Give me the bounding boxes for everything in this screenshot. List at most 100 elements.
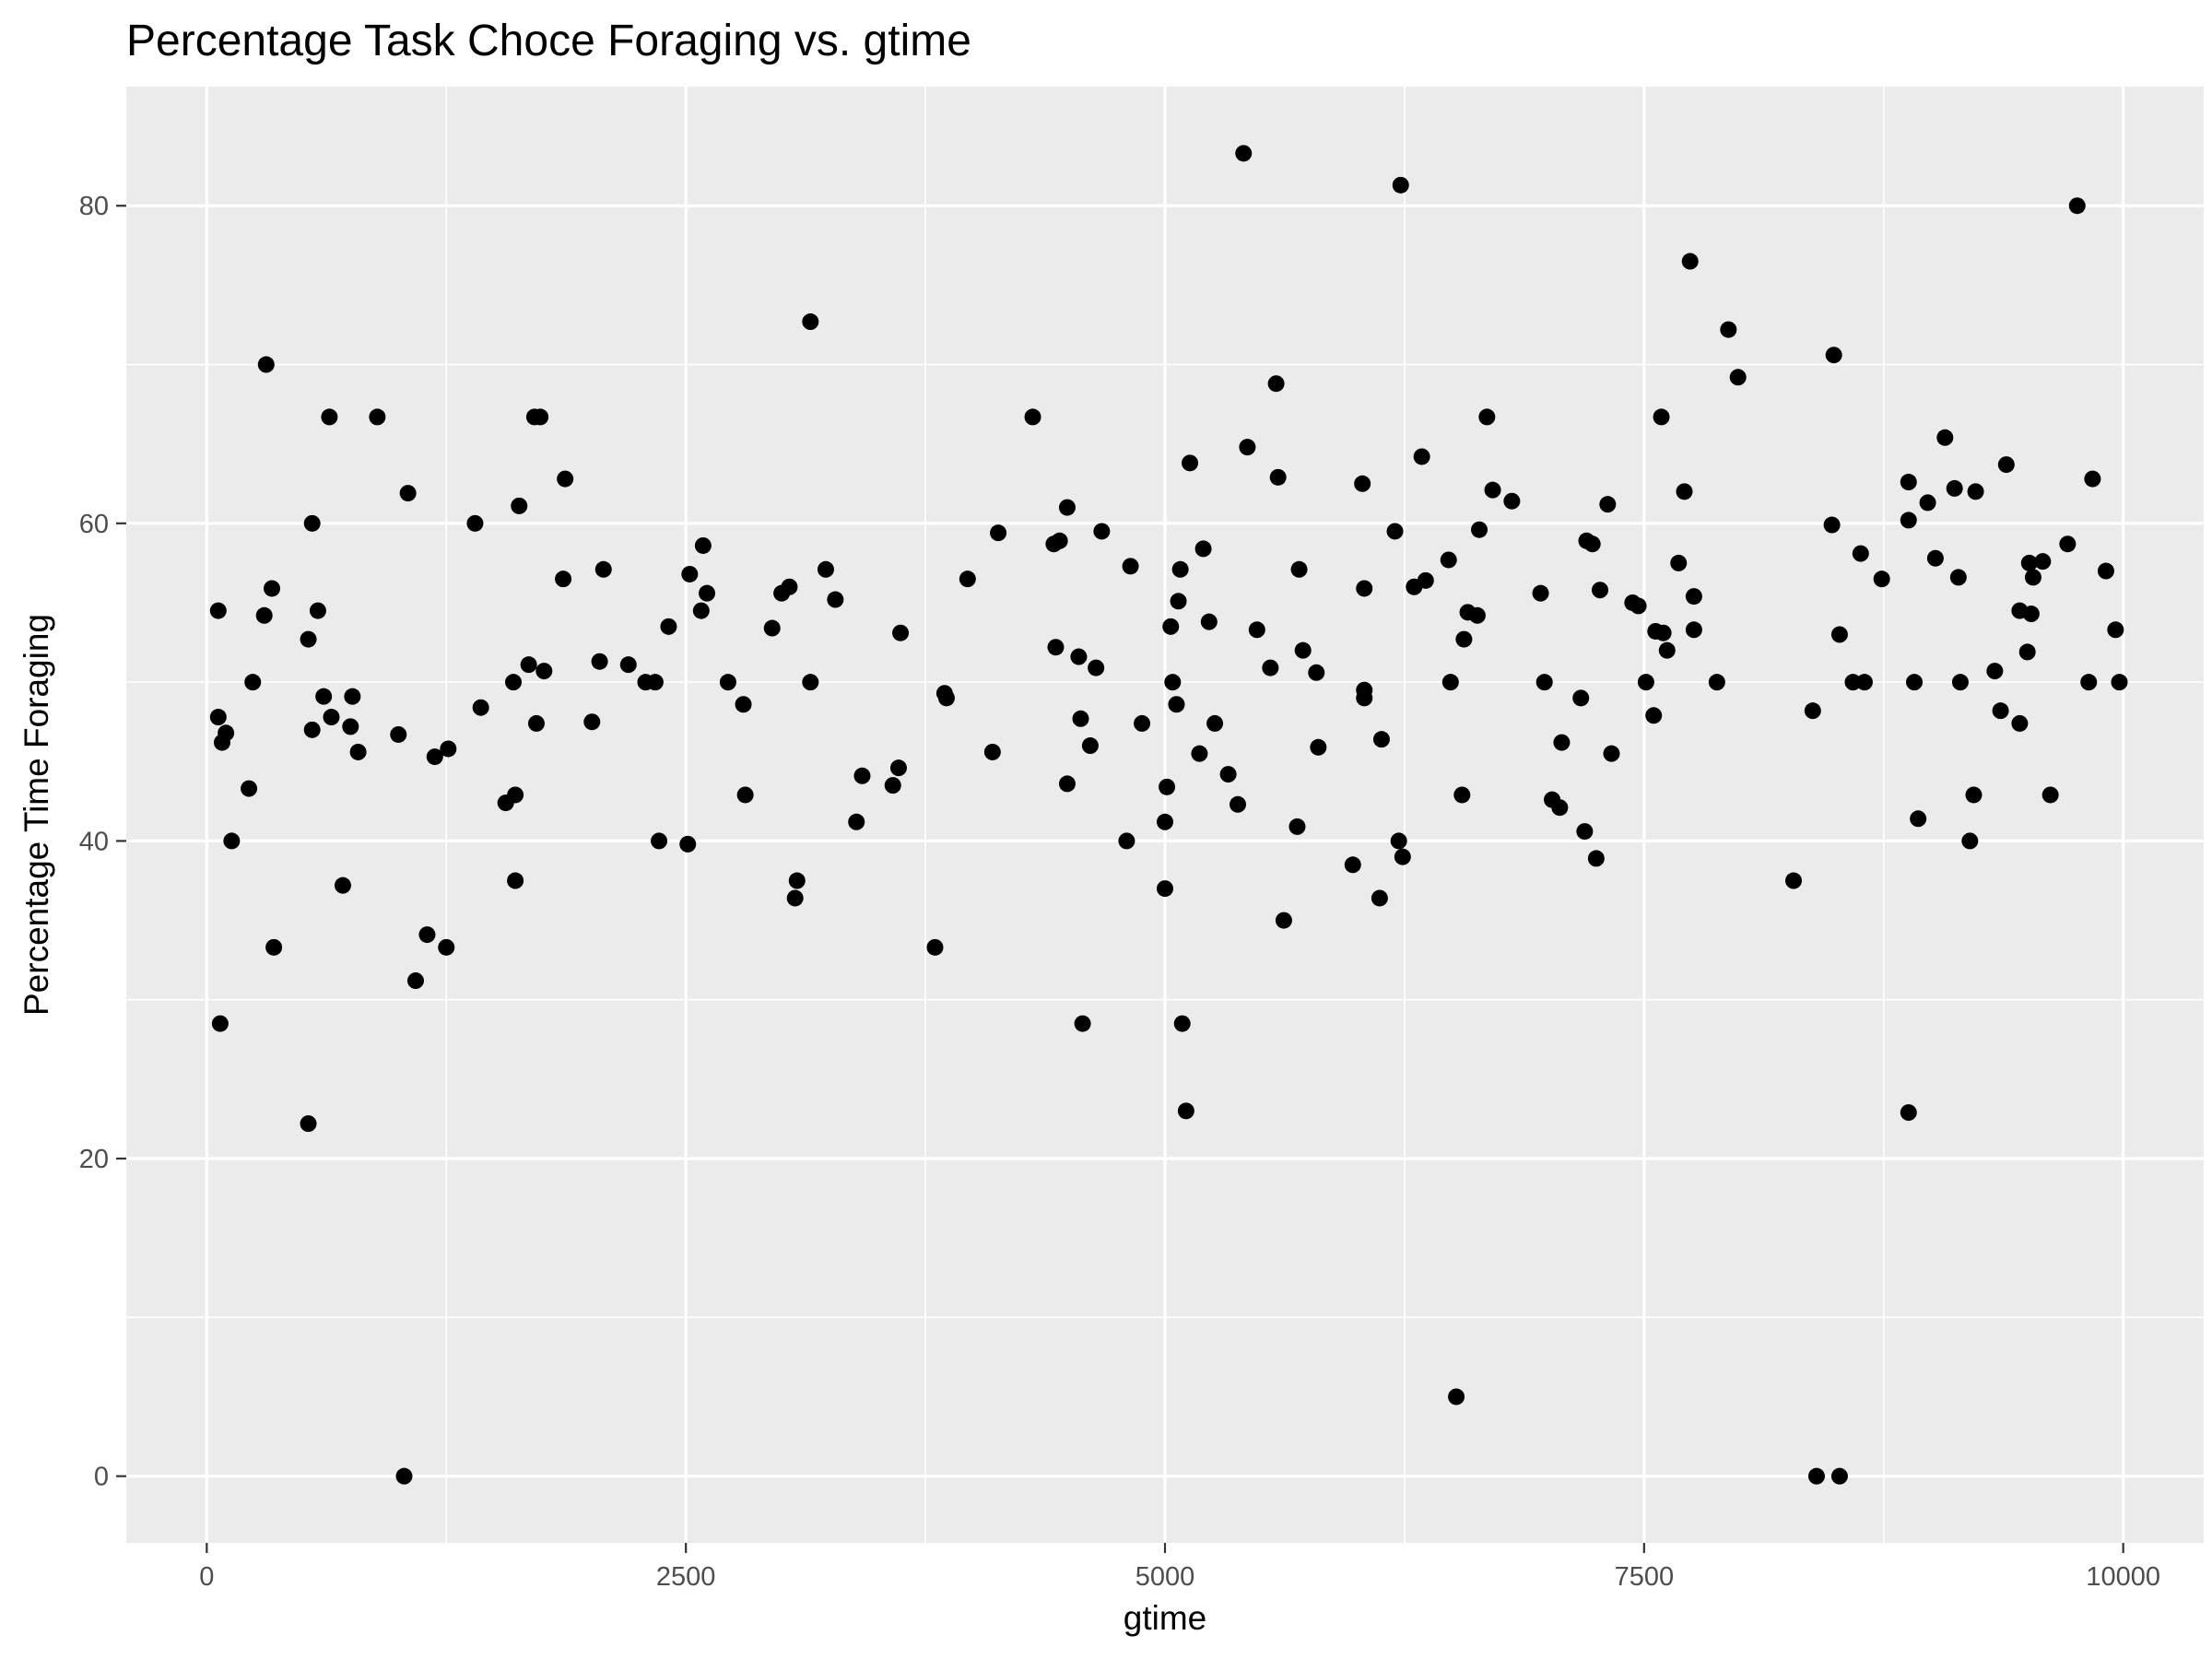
y-axis: 0 20 40 60 80 bbox=[79, 192, 126, 1492]
data-point bbox=[1992, 702, 2009, 720]
data-point bbox=[786, 889, 804, 907]
data-point bbox=[303, 514, 321, 532]
x-axis: 0 2500 5000 7500 10000 bbox=[199, 1543, 2160, 1592]
data-point bbox=[1372, 731, 1390, 748]
data-point bbox=[1685, 588, 1702, 606]
data-point bbox=[2068, 197, 2086, 215]
data-point bbox=[1157, 813, 1173, 830]
data-point bbox=[1072, 710, 1089, 727]
data-point bbox=[1967, 483, 1984, 500]
data-point bbox=[1074, 1015, 1091, 1032]
y-tick-label: 40 bbox=[79, 827, 109, 856]
data-point bbox=[1344, 856, 1361, 874]
y-tick-label: 20 bbox=[79, 1145, 109, 1174]
data-point bbox=[926, 938, 944, 956]
data-point bbox=[1900, 512, 1917, 529]
data-point bbox=[853, 767, 871, 784]
data-point bbox=[334, 877, 351, 894]
data-point bbox=[1070, 648, 1088, 665]
data-point bbox=[1804, 702, 1821, 720]
data-point bbox=[1708, 674, 1725, 691]
data-point bbox=[535, 663, 553, 680]
data-point bbox=[1535, 674, 1553, 691]
data-point bbox=[646, 674, 664, 691]
data-point bbox=[1900, 1104, 1917, 1122]
data-point bbox=[344, 688, 361, 705]
x-tick-label: 7500 bbox=[1615, 1562, 1675, 1592]
data-point bbox=[1844, 674, 1862, 691]
data-point bbox=[406, 972, 424, 990]
data-point bbox=[699, 584, 716, 602]
data-point bbox=[1855, 674, 1873, 691]
data-point bbox=[1729, 369, 1747, 386]
data-point bbox=[1088, 659, 1105, 677]
data-point bbox=[1583, 535, 1601, 553]
data-point bbox=[1371, 889, 1388, 907]
data-point bbox=[1592, 582, 1609, 599]
data-point bbox=[719, 674, 736, 691]
data-point bbox=[1267, 375, 1285, 393]
data-point bbox=[1532, 584, 1549, 602]
data-point bbox=[399, 485, 417, 502]
y-tick-label: 0 bbox=[94, 1463, 109, 1492]
data-point bbox=[802, 313, 819, 331]
data-point bbox=[1926, 549, 1944, 567]
data-point bbox=[369, 408, 386, 426]
data-point bbox=[959, 571, 976, 588]
data-points bbox=[209, 145, 2128, 1485]
data-point bbox=[257, 356, 275, 373]
data-point bbox=[1058, 499, 1076, 516]
data-point bbox=[2059, 535, 2077, 553]
data-point bbox=[763, 619, 781, 637]
data-point bbox=[1637, 674, 1654, 691]
data-point bbox=[1997, 456, 2015, 474]
data-point bbox=[309, 602, 326, 619]
data-point bbox=[1645, 707, 1663, 724]
data-point bbox=[2041, 786, 2059, 804]
data-point bbox=[321, 408, 338, 426]
data-point bbox=[426, 748, 443, 766]
x-tick-label: 0 bbox=[199, 1562, 214, 1592]
data-point bbox=[1785, 872, 1803, 889]
data-point bbox=[1164, 674, 1182, 691]
data-point bbox=[1919, 494, 1936, 512]
data-point bbox=[1310, 738, 1327, 756]
data-point bbox=[802, 674, 819, 691]
data-point bbox=[211, 1015, 229, 1032]
data-point bbox=[1471, 521, 1488, 538]
data-point bbox=[2024, 569, 2041, 586]
data-point bbox=[1159, 778, 1176, 795]
data-point bbox=[209, 602, 227, 619]
data-point bbox=[1170, 593, 1187, 610]
data-point bbox=[265, 938, 283, 956]
y-tick-label: 60 bbox=[79, 510, 109, 539]
data-point bbox=[594, 560, 612, 578]
data-point bbox=[1670, 554, 1688, 571]
data-point bbox=[532, 408, 549, 426]
data-point bbox=[218, 724, 235, 742]
x-tick-label: 10000 bbox=[2086, 1562, 2160, 1592]
data-point bbox=[520, 656, 537, 674]
data-point bbox=[736, 786, 754, 804]
data-point bbox=[505, 674, 523, 691]
data-point bbox=[342, 718, 359, 735]
data-point bbox=[1852, 545, 1869, 562]
data-point bbox=[1235, 145, 1253, 162]
data-point bbox=[303, 721, 321, 738]
data-point bbox=[349, 743, 367, 760]
data-point bbox=[1455, 630, 1473, 648]
data-point bbox=[1910, 810, 1927, 828]
data-point bbox=[1946, 479, 1963, 497]
data-point bbox=[1681, 253, 1699, 270]
data-point bbox=[1503, 492, 1521, 510]
data-point bbox=[1553, 734, 1571, 751]
data-point bbox=[1453, 786, 1471, 804]
data-point bbox=[591, 653, 608, 670]
data-point bbox=[1162, 618, 1180, 635]
data-point bbox=[1413, 448, 1430, 465]
data-point bbox=[466, 514, 484, 532]
data-point bbox=[892, 624, 910, 641]
data-point bbox=[223, 832, 241, 850]
data-point bbox=[255, 606, 273, 624]
